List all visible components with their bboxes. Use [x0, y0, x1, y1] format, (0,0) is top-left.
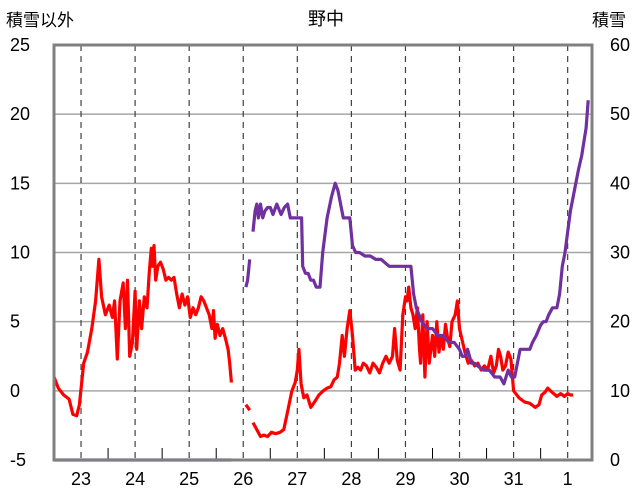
snow-series-line — [244, 259, 252, 288]
x-tick-labels: 23 24 25 26 27 28 29 30 31 1 — [71, 469, 573, 489]
x-tick-label: 30 — [450, 469, 470, 489]
x-tick-label: 27 — [287, 469, 307, 489]
left-y-tick-label: 25 — [10, 35, 30, 55]
x-tick-label: 23 — [71, 469, 91, 489]
right-y-tick-label: 20 — [610, 312, 630, 332]
right-y-tick-label: 30 — [610, 243, 630, 263]
left-y-tick-label: 20 — [10, 104, 30, 124]
right-y-tick-label: 0 — [610, 450, 620, 470]
left-y-ticks: 25 20 15 10 5 0 -5 — [10, 35, 30, 470]
x-tick-label: 28 — [341, 469, 361, 489]
x-tick-label: 29 — [395, 469, 415, 489]
x-tick-label: 24 — [125, 469, 145, 489]
right-y-tick-label: 60 — [610, 35, 630, 55]
right-y-tick-label: 40 — [610, 173, 630, 193]
left-y-tick-label: 10 — [10, 243, 30, 263]
other-series-line — [244, 403, 252, 412]
left-y-tick-label: 5 — [10, 312, 20, 332]
chart-title: 野中 — [308, 9, 344, 30]
snow-series-line — [251, 100, 590, 386]
right-y-tick-label: 50 — [610, 104, 630, 124]
other-series-line — [52, 244, 233, 418]
x-tick-label: 1 — [563, 469, 573, 489]
right-y-tick-label: 10 — [610, 381, 630, 401]
left-y-tick-label: 15 — [10, 173, 30, 193]
right-y-ticks: 60 50 40 30 20 10 0 — [610, 35, 630, 470]
x-tick-label: 25 — [179, 469, 199, 489]
left-y-tick-label: 0 — [10, 381, 20, 401]
right-axis-label: 積雪 — [592, 11, 626, 31]
left-y-tick-label: -5 — [10, 450, 26, 470]
x-tick-label: 31 — [504, 469, 524, 489]
left-axis-label: 積雪以外 — [6, 11, 74, 31]
x-tick-label: 26 — [233, 469, 253, 489]
plot-area-frame — [52, 43, 594, 462]
